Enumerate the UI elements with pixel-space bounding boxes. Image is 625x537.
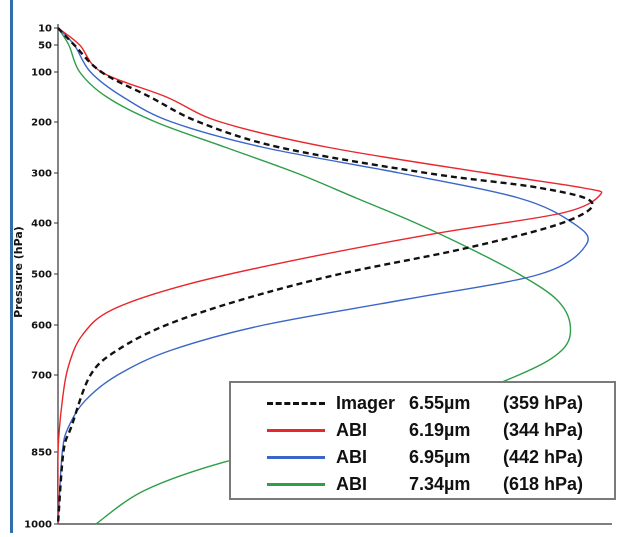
legend-swatch-abi-619 <box>267 429 325 432</box>
legend-peak-pressure: (344 hPa) <box>503 420 584 440</box>
legend-name: Imager <box>336 393 396 413</box>
y-tick-label: 850 <box>31 448 52 459</box>
left-frame-bar <box>10 0 13 533</box>
legend: Imager 6.55µm (359 hPa) ABI 6.19µm (344 … <box>229 381 616 500</box>
y-tick-label: 100 <box>31 68 52 79</box>
y-axis-label: Pressure (hPa) <box>12 226 25 318</box>
y-tick-label: 300 <box>31 169 52 180</box>
series-line-abi-695 <box>57 27 589 525</box>
legend-wavelength: 7.34µm <box>409 474 471 494</box>
legend-swatch-imager <box>267 402 325 405</box>
y-tick-label: 1000 <box>24 520 52 531</box>
legend-wavelength: 6.19µm <box>409 420 471 440</box>
legend-entry-abi-695: ABI 6.95µm (442 hPa) <box>231 445 614 469</box>
legend-peak-pressure: (359 hPa) <box>503 393 584 413</box>
legend-entry-imager: Imager 6.55µm (359 hPa) <box>231 391 614 415</box>
series-line-imager-655 <box>56 27 594 525</box>
legend-swatch-abi-695 <box>267 456 325 459</box>
y-tick-label: 500 <box>31 270 52 281</box>
legend-peak-pressure: (618 hPa) <box>503 474 584 494</box>
y-tick-label: 10 <box>38 24 52 35</box>
y-tick-label: 50 <box>38 41 52 52</box>
legend-swatch-abi-734 <box>267 483 325 486</box>
legend-entry-abi-734: ABI 7.34µm (618 hPa) <box>231 472 614 496</box>
legend-name: ABI <box>336 420 367 440</box>
legend-wavelength: 6.95µm <box>409 447 471 467</box>
legend-peak-pressure: (442 hPa) <box>503 447 584 467</box>
y-tick-label: 600 <box>31 321 52 332</box>
legend-wavelength: 6.55µm <box>409 393 471 413</box>
y-tick-label: 200 <box>31 118 52 129</box>
series-line-abi-619 <box>56 27 603 525</box>
legend-name: ABI <box>336 474 367 494</box>
y-tick-label: 700 <box>31 371 52 382</box>
legend-entry-abi-619: ABI 6.19µm (344 hPa) <box>231 418 614 442</box>
y-tick-label: 400 <box>31 219 52 230</box>
legend-name: ABI <box>336 447 367 467</box>
